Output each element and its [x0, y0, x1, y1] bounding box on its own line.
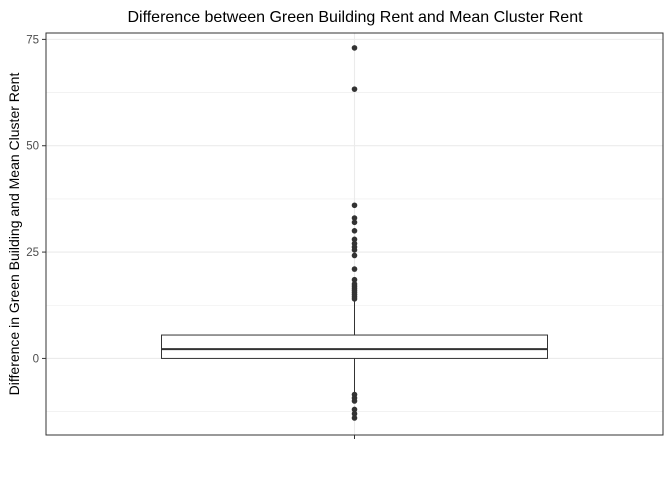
- outlier-point: [351, 45, 358, 51]
- y-tick-label: 75: [26, 34, 39, 46]
- outlier-point: [351, 236, 358, 243]
- outlier-point: [351, 406, 358, 413]
- outlier-points: [351, 45, 358, 421]
- chart-title: Difference between Green Building Rent a…: [127, 9, 583, 26]
- outlier-point: [351, 219, 358, 226]
- y-axis-label: Difference in Green Building and Mean Cl…: [6, 73, 22, 396]
- outlier-point: [351, 252, 358, 259]
- iqr-box: [161, 334, 548, 359]
- panel-border: [45, 32, 664, 436]
- y-axis-ticks: 0 25 50 75: [26, 34, 355, 439]
- outlier-point: [351, 415, 358, 421]
- outlier-point: [351, 86, 358, 92]
- outlier-point: [351, 202, 358, 209]
- outlier-point: [351, 296, 358, 302]
- outlier-point: [351, 398, 358, 404]
- y-tick-label: 50: [26, 141, 39, 153]
- y-tick-label: 25: [26, 247, 39, 259]
- outlier-point: [351, 215, 358, 221]
- outlier-point: [351, 410, 358, 417]
- outlier-point: [351, 247, 358, 253]
- outlier-point: [351, 228, 358, 234]
- box-and-whiskers: [161, 301, 548, 393]
- outlier-point: [351, 266, 358, 272]
- outlier-point: [351, 276, 358, 283]
- y-tick-label: 0: [33, 353, 39, 365]
